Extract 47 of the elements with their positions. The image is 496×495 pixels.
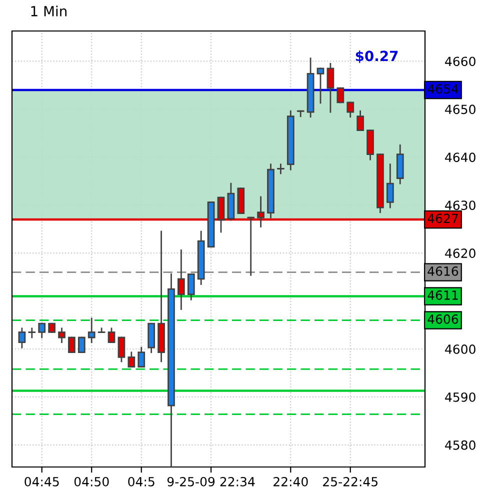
chart-title: 1 Min xyxy=(31,6,66,16)
ref-line-label: 4606 xyxy=(428,314,458,324)
candlestick xyxy=(68,336,76,354)
candlestick xyxy=(277,164,284,174)
candlestick xyxy=(148,322,156,354)
ref-line-label: 4654 xyxy=(428,84,458,94)
candlestick xyxy=(98,328,106,333)
x-tick-label: 04:45 xyxy=(24,476,59,486)
y-tick-label: 4620 xyxy=(445,248,476,258)
x-tick-label: 04:5 xyxy=(128,476,154,486)
candlestick xyxy=(316,68,324,104)
candlestick xyxy=(138,346,146,368)
candlestick xyxy=(38,322,46,338)
x-tick-label: 25-22:45 xyxy=(323,476,378,486)
x-tick-label: 9-25-09 22:34 xyxy=(167,476,255,486)
y-tick-label: 4640 xyxy=(445,152,476,162)
candlestick xyxy=(346,102,354,118)
candlestick xyxy=(118,336,126,362)
annotation: $0.27 xyxy=(356,50,398,64)
candlestick xyxy=(187,273,195,300)
candlestick xyxy=(28,328,36,338)
candlestick xyxy=(296,110,304,118)
x-tick-label: 22:40 xyxy=(274,476,308,486)
candlestick xyxy=(58,328,66,343)
y-tick-label: 4590 xyxy=(445,392,476,402)
candlestick xyxy=(247,216,255,276)
y-tick-label: 4580 xyxy=(445,440,476,450)
y-tick-label: 4650 xyxy=(445,104,476,114)
x-tick-label: 04:50 xyxy=(74,476,109,486)
candlestick xyxy=(326,62,334,113)
candlestick xyxy=(78,336,86,354)
candlestick xyxy=(178,250,185,310)
candlestick xyxy=(108,328,116,343)
y-tick-label: 4630 xyxy=(445,200,476,210)
y-tick-label: 4660 xyxy=(445,56,476,66)
ref-line-label: 4627 xyxy=(428,214,458,224)
candlestick xyxy=(356,110,364,131)
candlestick xyxy=(396,144,404,184)
candlestick xyxy=(336,87,344,104)
ref-line-label: 4611 xyxy=(428,290,458,300)
candlestick xyxy=(128,352,136,368)
ref-line-label: 4616 xyxy=(428,266,458,276)
candlestick xyxy=(386,164,394,208)
candlestick xyxy=(18,328,26,348)
candlestick xyxy=(88,318,96,343)
y-tick-label: 4600 xyxy=(445,344,476,354)
candlestick xyxy=(366,130,374,160)
